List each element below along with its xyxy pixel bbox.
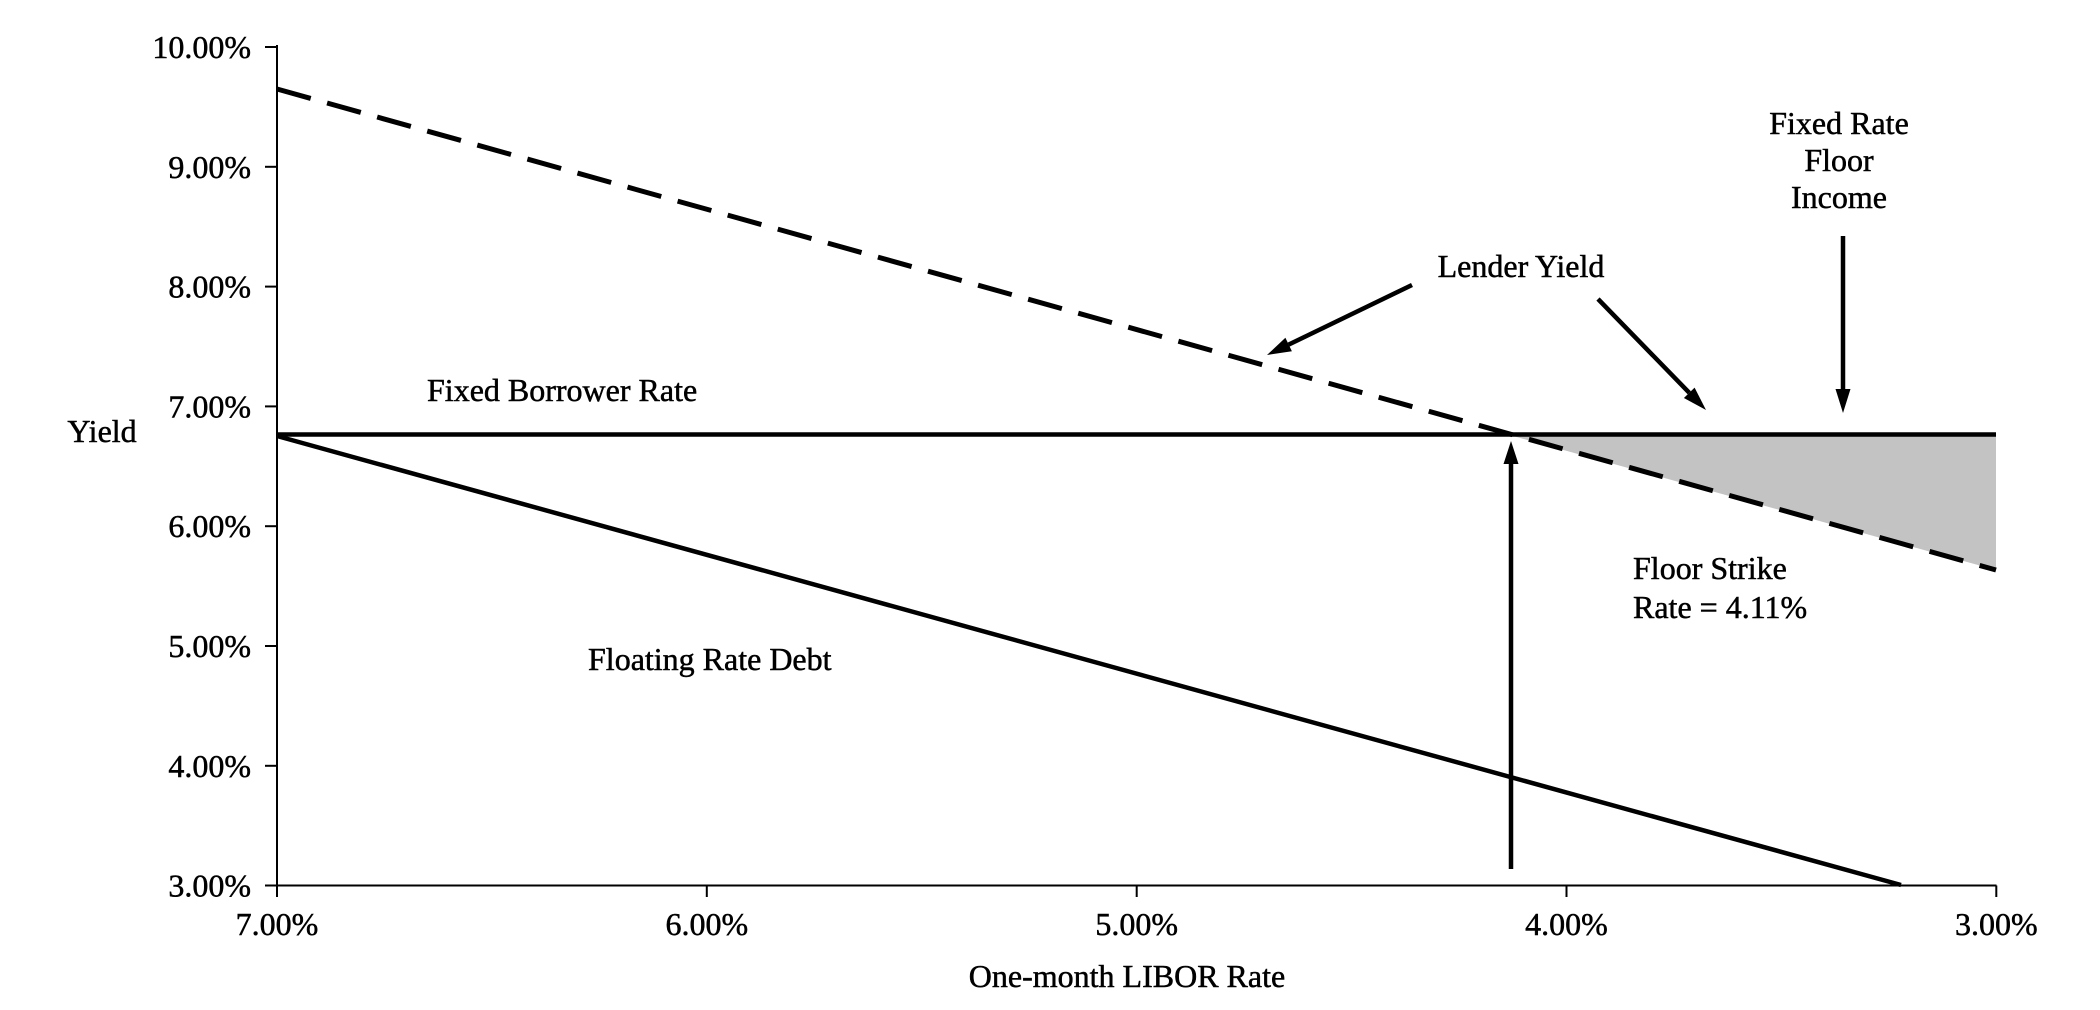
svg-text:7.00%: 7.00% [168, 388, 251, 424]
svg-text:9.00%: 9.00% [168, 149, 251, 185]
svg-text:Fixed Borrower Rate: Fixed Borrower Rate [427, 372, 697, 408]
svg-text:One-month LIBOR Rate: One-month LIBOR Rate [969, 958, 1285, 994]
svg-text:8.00%: 8.00% [168, 269, 251, 305]
svg-text:5.00%: 5.00% [168, 628, 251, 664]
svg-text:10.00%: 10.00% [152, 29, 251, 65]
svg-text:3.00%: 3.00% [1955, 906, 2038, 942]
svg-text:Fixed Rate: Fixed Rate [1769, 105, 1909, 141]
svg-text:4.00%: 4.00% [1525, 906, 1608, 942]
svg-text:3.00%: 3.00% [168, 868, 251, 904]
svg-text:Floating Rate Debt: Floating Rate Debt [588, 641, 832, 677]
svg-text:5.00%: 5.00% [1095, 906, 1178, 942]
svg-text:7.00%: 7.00% [236, 906, 319, 942]
svg-text:4.00%: 4.00% [168, 748, 251, 784]
svg-text:Floor: Floor [1804, 142, 1874, 178]
svg-text:Rate = 4.11%: Rate = 4.11% [1633, 589, 1807, 625]
svg-text:Income: Income [1791, 179, 1887, 215]
svg-text:Lender Yield: Lender Yield [1438, 248, 1605, 284]
svg-text:6.00%: 6.00% [168, 508, 251, 544]
svg-text:Yield: Yield [67, 413, 136, 449]
svg-text:Floor Strike: Floor Strike [1633, 550, 1787, 586]
svg-text:6.00%: 6.00% [665, 906, 748, 942]
